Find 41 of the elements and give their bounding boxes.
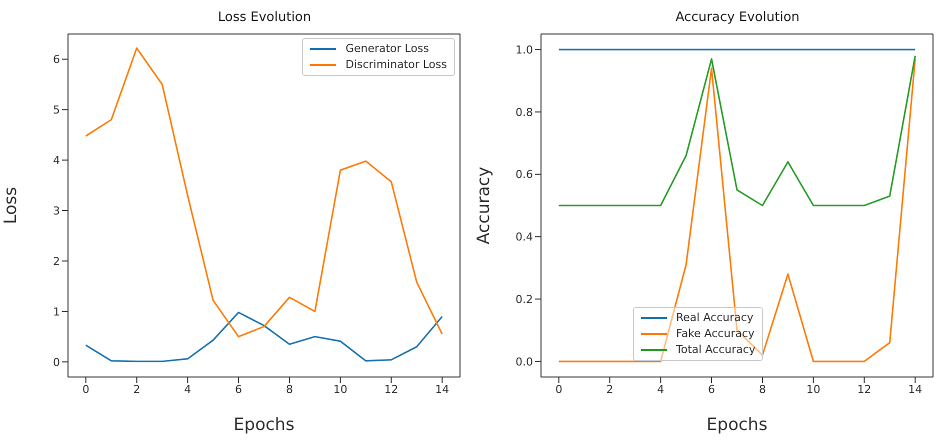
x-tick-label: 10	[333, 382, 348, 396]
y-tick-label: 0.4	[516, 230, 533, 244]
y-tick-label: 0.6	[516, 168, 533, 182]
y-axis-title: Loss	[1, 186, 22, 224]
line-series	[85, 312, 443, 362]
y-tick-label: 0.8	[516, 106, 533, 119]
x-tick-label: 14	[908, 382, 922, 396]
legend-label: Generator Loss	[345, 41, 429, 57]
legend-label: Total Accuracy	[676, 342, 756, 358]
x-tick-label: 12	[857, 382, 872, 396]
x-axis-title: Epochs	[234, 415, 295, 435]
y-tick-label: 6	[53, 53, 60, 66]
x-tick-label: 0	[82, 382, 90, 396]
x-tick-label: 2	[606, 382, 614, 396]
y-tick-label: 0.2	[516, 292, 533, 306]
x-tick-label: 2	[133, 382, 140, 396]
y-tick-label: 1.0	[516, 43, 533, 56]
y-tick-label: 0.0	[516, 355, 533, 368]
y-tick-label: 3	[53, 204, 60, 218]
x-tick-label: 10	[806, 382, 820, 396]
y-tick-label: 0	[53, 356, 60, 369]
x-tick-label: 4	[184, 382, 192, 396]
x-tick-label: 12	[384, 382, 398, 396]
y-tick-label: 2	[53, 254, 60, 268]
y-axis-title: Accuracy	[474, 166, 494, 244]
x-tick-label: 8	[286, 382, 293, 396]
x-tick-label: 6	[235, 382, 242, 396]
line-series	[558, 58, 916, 362]
x-axis-title: Epochs	[706, 415, 768, 435]
chart-title: Loss Evolution	[216, 10, 312, 25]
y-tick-label: 5	[53, 104, 60, 117]
x-tick-label: 6	[708, 382, 716, 396]
x-tick-label: 0	[555, 382, 562, 396]
y-tick-label: 1	[53, 305, 60, 318]
y-tick-label: 4	[53, 154, 60, 168]
x-tick-label: 14	[435, 382, 450, 396]
legend-label: Discriminator Loss	[345, 57, 447, 73]
chart-title: Accuracy Evolution	[674, 10, 801, 25]
x-tick-label: 4	[657, 382, 664, 396]
line-series	[558, 55, 916, 206]
x-tick-label: 8	[758, 382, 766, 396]
